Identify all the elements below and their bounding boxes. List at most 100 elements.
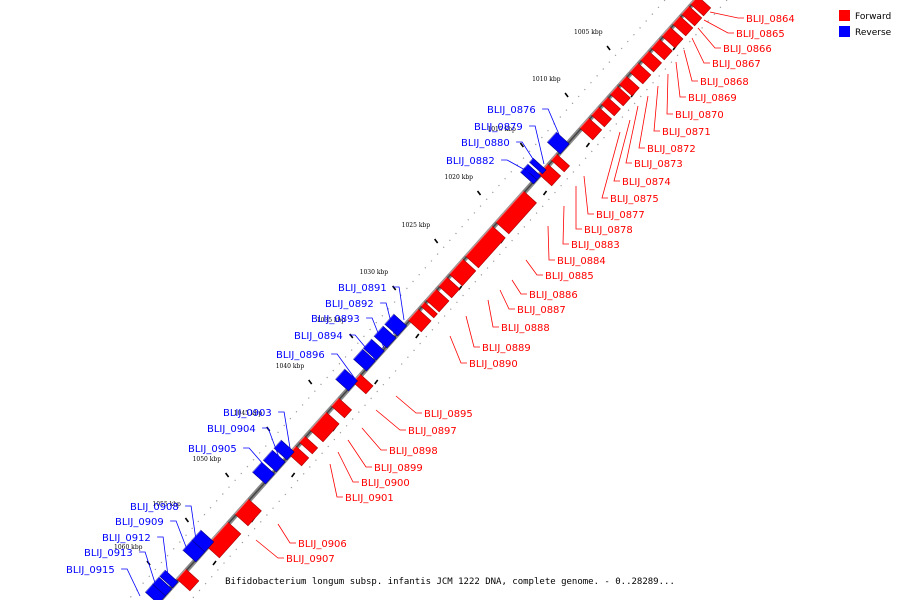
gene-label[interactable]: BLIJ_0892 — [325, 299, 374, 310]
gene-block[interactable] — [407, 308, 432, 333]
gene-label[interactable]: BLIJ_0897 — [408, 426, 457, 437]
gene-label[interactable]: BLIJ_0884 — [557, 256, 606, 267]
gene-block[interactable] — [252, 461, 275, 485]
leader-line — [511, 279, 527, 295]
gene-label[interactable]: BLIJ_0896 — [276, 350, 325, 361]
gene-label[interactable]: BLIJ_0901 — [345, 493, 394, 504]
leader-line — [562, 205, 569, 245]
gene-block[interactable] — [362, 338, 385, 361]
gene-block[interactable] — [550, 153, 570, 173]
gene-label[interactable]: BLIJ_0912 — [102, 533, 151, 544]
gene-label[interactable]: BLIJ_0913 — [84, 548, 133, 559]
gene-block[interactable] — [448, 258, 477, 287]
leader-line — [278, 411, 291, 449]
gene-block[interactable] — [609, 85, 631, 107]
gene-block[interactable] — [205, 521, 242, 559]
gene-block[interactable] — [159, 569, 179, 589]
gene-label[interactable]: BLIJ_0887 — [517, 305, 566, 316]
gene-label[interactable]: BLIJ_0877 — [596, 210, 645, 221]
tick-label: 1010 kbp — [532, 76, 561, 83]
gene-label[interactable]: BLIJ_0906 — [298, 539, 347, 550]
gene-block[interactable] — [331, 397, 353, 419]
gene-label[interactable]: BLIJ_0867 — [712, 59, 761, 70]
gene-label[interactable]: BLIJ_0898 — [389, 446, 438, 457]
gene-label[interactable]: BLIJ_0894 — [294, 331, 343, 342]
gene-label[interactable]: BLIJ_0869 — [688, 93, 737, 104]
gene-block[interactable] — [520, 167, 538, 185]
gene-label[interactable]: BLIJ_0893 — [311, 314, 360, 325]
gene-label[interactable]: BLIJ_0905 — [188, 444, 237, 455]
gene-label[interactable]: BLIJ_0882 — [446, 156, 495, 167]
gene-block[interactable] — [425, 288, 450, 313]
leader-line — [529, 125, 545, 165]
gene-block[interactable] — [650, 38, 673, 61]
gene-block[interactable] — [309, 411, 340, 443]
gene-label[interactable]: BLIJ_0868 — [700, 77, 749, 88]
tick-mark — [564, 92, 569, 98]
gene-label[interactable]: BLIJ_0873 — [634, 159, 683, 170]
gene-block[interactable] — [681, 5, 703, 27]
gene-label[interactable]: BLIJ_0876 — [487, 105, 536, 116]
gene-label[interactable]: BLIJ_0872 — [647, 144, 696, 155]
gene-block[interactable] — [661, 26, 684, 49]
gene-label[interactable]: BLIJ_0874 — [622, 177, 671, 188]
gene-block[interactable] — [640, 50, 663, 73]
gene-label[interactable]: BLIJ_0865 — [736, 29, 785, 40]
gene-label[interactable]: BLIJ_0883 — [571, 240, 620, 251]
gene-block[interactable] — [465, 225, 506, 269]
gene-label[interactable]: BLIJ_0889 — [482, 343, 531, 354]
leader-line — [547, 225, 555, 261]
gene-label[interactable]: BLIJ_0880 — [461, 138, 510, 149]
gene-label[interactable]: BLIJ_0866 — [723, 44, 772, 55]
gene-label[interactable]: BLIJ_0871 — [662, 127, 711, 138]
leader-line — [121, 568, 141, 597]
gene-label[interactable]: BLIJ_0888 — [501, 323, 550, 334]
gene-label[interactable]: BLIJ_0864 — [746, 14, 795, 25]
leader-line — [465, 315, 480, 348]
gene-block[interactable] — [262, 449, 286, 473]
gene-block[interactable] — [546, 131, 570, 155]
gene-label[interactable]: BLIJ_0875 — [610, 194, 659, 205]
gene-label[interactable]: BLIJ_0903 — [223, 408, 272, 419]
gene-block[interactable] — [629, 62, 652, 85]
leader-line — [262, 427, 281, 461]
tick-label: 1025 kbp — [402, 222, 431, 229]
gene-label[interactable]: BLIJ_0890 — [469, 359, 518, 370]
gene-label[interactable]: BLIJ_0885 — [545, 271, 594, 282]
gene-label[interactable]: BLIJ_0878 — [584, 225, 633, 236]
gene-block[interactable] — [353, 348, 376, 372]
gene-label[interactable]: BLIJ_0908 — [130, 502, 179, 513]
gene-block[interactable] — [144, 583, 166, 600]
gene-block[interactable] — [590, 106, 612, 128]
gene-block[interactable] — [618, 75, 640, 97]
leader-line — [583, 175, 594, 215]
gene-block[interactable] — [438, 276, 461, 299]
tick-mark — [519, 142, 525, 148]
gene-label[interactable]: BLIJ_0900 — [361, 478, 410, 489]
gene-block[interactable] — [234, 498, 262, 527]
gene-block[interactable] — [373, 325, 397, 349]
gene-label[interactable]: BLIJ_0895 — [424, 409, 473, 420]
gene-block[interactable] — [600, 96, 621, 117]
leader-line — [499, 289, 515, 310]
gene-label[interactable]: BLIJ_0870 — [675, 110, 724, 121]
gene-block[interactable] — [579, 117, 603, 141]
gene-label[interactable]: BLIJ_0915 — [66, 565, 115, 576]
gene-block[interactable] — [420, 301, 438, 319]
gene-label[interactable]: BLIJ_0899 — [374, 463, 423, 474]
leader-line — [349, 334, 377, 361]
gene-block[interactable] — [298, 435, 319, 455]
gene-label[interactable]: BLIJ_0886 — [529, 290, 578, 301]
gene-label[interactable]: BLIJ_0879 — [474, 122, 523, 133]
gene-block[interactable] — [495, 190, 537, 235]
gene-block[interactable] — [176, 568, 200, 592]
gene-group — [144, 0, 712, 600]
gene-block[interactable] — [335, 368, 358, 392]
gene-label[interactable]: BLIJ_0907 — [286, 554, 335, 565]
gene-block[interactable] — [690, 0, 712, 17]
gene-label[interactable]: BLIJ_0904 — [207, 424, 256, 435]
gene-label[interactable]: BLIJ_0909 — [115, 517, 164, 528]
tick-label: 1040 kbp — [276, 363, 305, 370]
gene-label[interactable]: BLIJ_0891 — [338, 283, 387, 294]
gene-block[interactable] — [672, 15, 694, 37]
